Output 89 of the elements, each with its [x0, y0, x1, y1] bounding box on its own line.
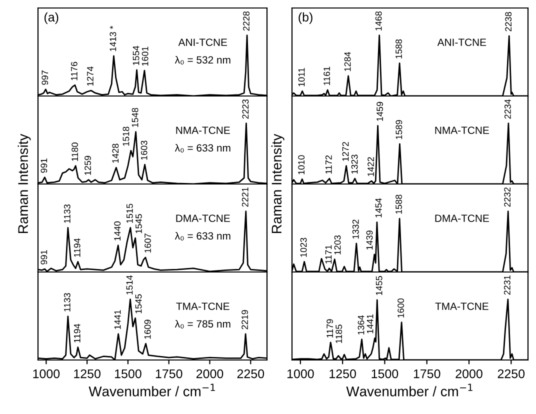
annotation: ANI-TCNE [178, 38, 228, 46]
annotation: 1468 [375, 11, 382, 30]
annotation: 1185 [336, 324, 342, 344]
x-tick-label: 1750 [414, 369, 440, 378]
annotation: 1545 [136, 214, 142, 234]
x-tick-label: 1000 [287, 369, 314, 378]
x-tick-label: 1500 [372, 369, 398, 378]
chart-title: (a) [44, 12, 58, 24]
y-axis-title: Raman Intensity [18, 134, 31, 234]
annotation: 991 [40, 158, 48, 173]
annotation: 1133 [64, 293, 70, 312]
annotation: 1454 [375, 198, 382, 218]
annotation: 1203 [334, 235, 341, 254]
y-axis-title: Raman Intensity [271, 134, 284, 234]
annotation: 2221 [242, 188, 248, 207]
annotation: λ₀ = 532 nm [174, 56, 230, 64]
annotation: 1545 [135, 294, 142, 314]
annotation: 1274 [87, 66, 94, 86]
annotation: 1441 [366, 314, 374, 334]
annotation: DMA-TCNE [435, 214, 489, 222]
annotation: 2231 [504, 276, 510, 295]
annotation: 2219 [242, 310, 248, 330]
annotation: 1323 [351, 154, 358, 174]
annotation: 1440 [114, 221, 121, 240]
annotation: TMA-TCNE [435, 302, 488, 310]
annotation: 1133 [64, 204, 70, 223]
x-tick-label: 2000 [196, 369, 224, 378]
annotation: 1171 [325, 245, 332, 264]
annotation: 1601 [142, 46, 148, 66]
annotation: 997 [42, 70, 48, 85]
x-tick-label: 2000 [456, 369, 482, 378]
annotation: 1607 [144, 234, 151, 253]
annotation: 1428 [112, 144, 119, 163]
annotation: 1609 [144, 320, 151, 339]
annotation: 1600 [398, 298, 404, 318]
annotation: 1589 [396, 120, 402, 140]
annotation: NMA-TCNE [176, 126, 230, 134]
annotation: 1272 [342, 142, 349, 161]
annotation: 1023 [300, 238, 307, 257]
annotation: 1455 [376, 276, 382, 296]
x-tick-label: 2250 [498, 369, 525, 378]
annotation: 1441 [114, 310, 121, 330]
annotation: 1161 [324, 66, 330, 86]
annotation: ANI-TCNE [437, 38, 486, 46]
chart-title: (b) [298, 12, 312, 24]
annotation: 1554 [132, 46, 140, 66]
annotation: 1332 [352, 220, 359, 239]
annotation: DMA-TCNE [176, 214, 230, 222]
annotation: 1176 [71, 62, 78, 80]
annotation: 1514 [126, 275, 133, 294]
annotation: 1459 [376, 102, 384, 121]
annotation: 1603 [140, 140, 148, 160]
annotation: λ₀ = 633 nm [174, 232, 230, 240]
annotation: TMA-TCNE [176, 302, 230, 310]
annotation: 1364 [358, 315, 364, 335]
x-tick-label: 2250 [237, 369, 264, 378]
annotation: 1179 [326, 319, 334, 338]
annotation: 1259 [84, 156, 91, 175]
annotation: 1588 [396, 39, 402, 58]
annotation: NMA-TCNE [435, 126, 489, 134]
annotation: 1284 [344, 52, 351, 72]
x-tick-label: 1250 [74, 369, 100, 378]
annotation: 1548 [132, 108, 138, 127]
annotation: 2232 [504, 188, 511, 207]
annotation: 1011 [298, 68, 305, 86]
annotation: 2223 [242, 99, 249, 119]
x-tick-label: 1000 [33, 369, 60, 378]
annotation: 1413 * [110, 26, 116, 52]
annotation: 1194 [74, 324, 80, 342]
x-axis-title: Wavenumber / cm$^{−1}$ [88, 384, 215, 396]
annotation: 1194 [74, 238, 80, 257]
x-tick-label: 1750 [156, 369, 182, 378]
annotation: 1515 [126, 204, 133, 223]
x-axis-title: Wavenumber / cm$^{−1}$ [346, 384, 472, 396]
annotation: 1172 [325, 155, 332, 174]
annotation: λ₀ = 633 nm [174, 144, 230, 152]
annotation: 1010 [298, 155, 305, 174]
annotation: 2238 [505, 12, 512, 32]
annotation: 1588 [396, 194, 402, 214]
annotation: 1518 [122, 126, 130, 146]
x-tick-label: 1500 [115, 369, 142, 378]
annotation: 2228 [243, 11, 250, 31]
x-tick-label: 1250 [330, 369, 356, 378]
annotation: 2234 [504, 99, 511, 119]
annotation: 1180 [72, 142, 78, 161]
annotation: 1439 [366, 230, 373, 250]
annotation: 1422 [368, 157, 374, 176]
annotation: λ₀ = 785 nm [174, 320, 230, 328]
annotation: 991 [40, 250, 48, 264]
